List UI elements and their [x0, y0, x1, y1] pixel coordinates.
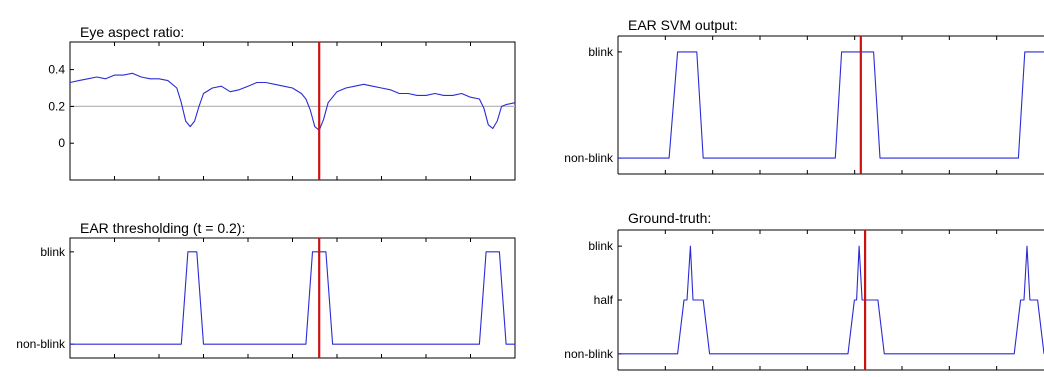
chart-gt: Ground-truth: non-blink half blink: [564, 210, 1044, 371]
y-tick-label: blink: [40, 245, 66, 259]
y-tick-label: half: [594, 293, 614, 307]
chart-thr: EAR thresholding (t = 0.2): non-blink blin…: [16, 220, 516, 359]
chart-title: EAR thresholding (t = 0.2):: [80, 220, 245, 236]
chart-title: Ground-truth:: [628, 210, 711, 226]
series-line: [69, 72, 516, 131]
chart-title: Eye aspect ratio:: [80, 24, 184, 40]
y-tick-label: non-blink: [16, 337, 66, 351]
y-tick-label: 0.2: [48, 99, 65, 113]
series-line: [618, 245, 1044, 355]
y-tick-label: 0: [58, 136, 65, 150]
y-tick-label: non-blink: [564, 151, 614, 165]
chart-ear: Eye aspect ratio: 0 0.2 0.4: [48, 24, 516, 181]
y-tick-label: non-blink: [564, 347, 614, 361]
chart-title: EAR SVM output:: [628, 17, 738, 33]
y-tick-label: blink: [588, 239, 614, 253]
series-line: [618, 51, 1044, 159]
chart-svm: EAR SVM output: non-blink blink: [564, 17, 1044, 175]
y-tick-label: blink: [588, 45, 614, 59]
y-tick-label: 0.4: [48, 63, 65, 77]
